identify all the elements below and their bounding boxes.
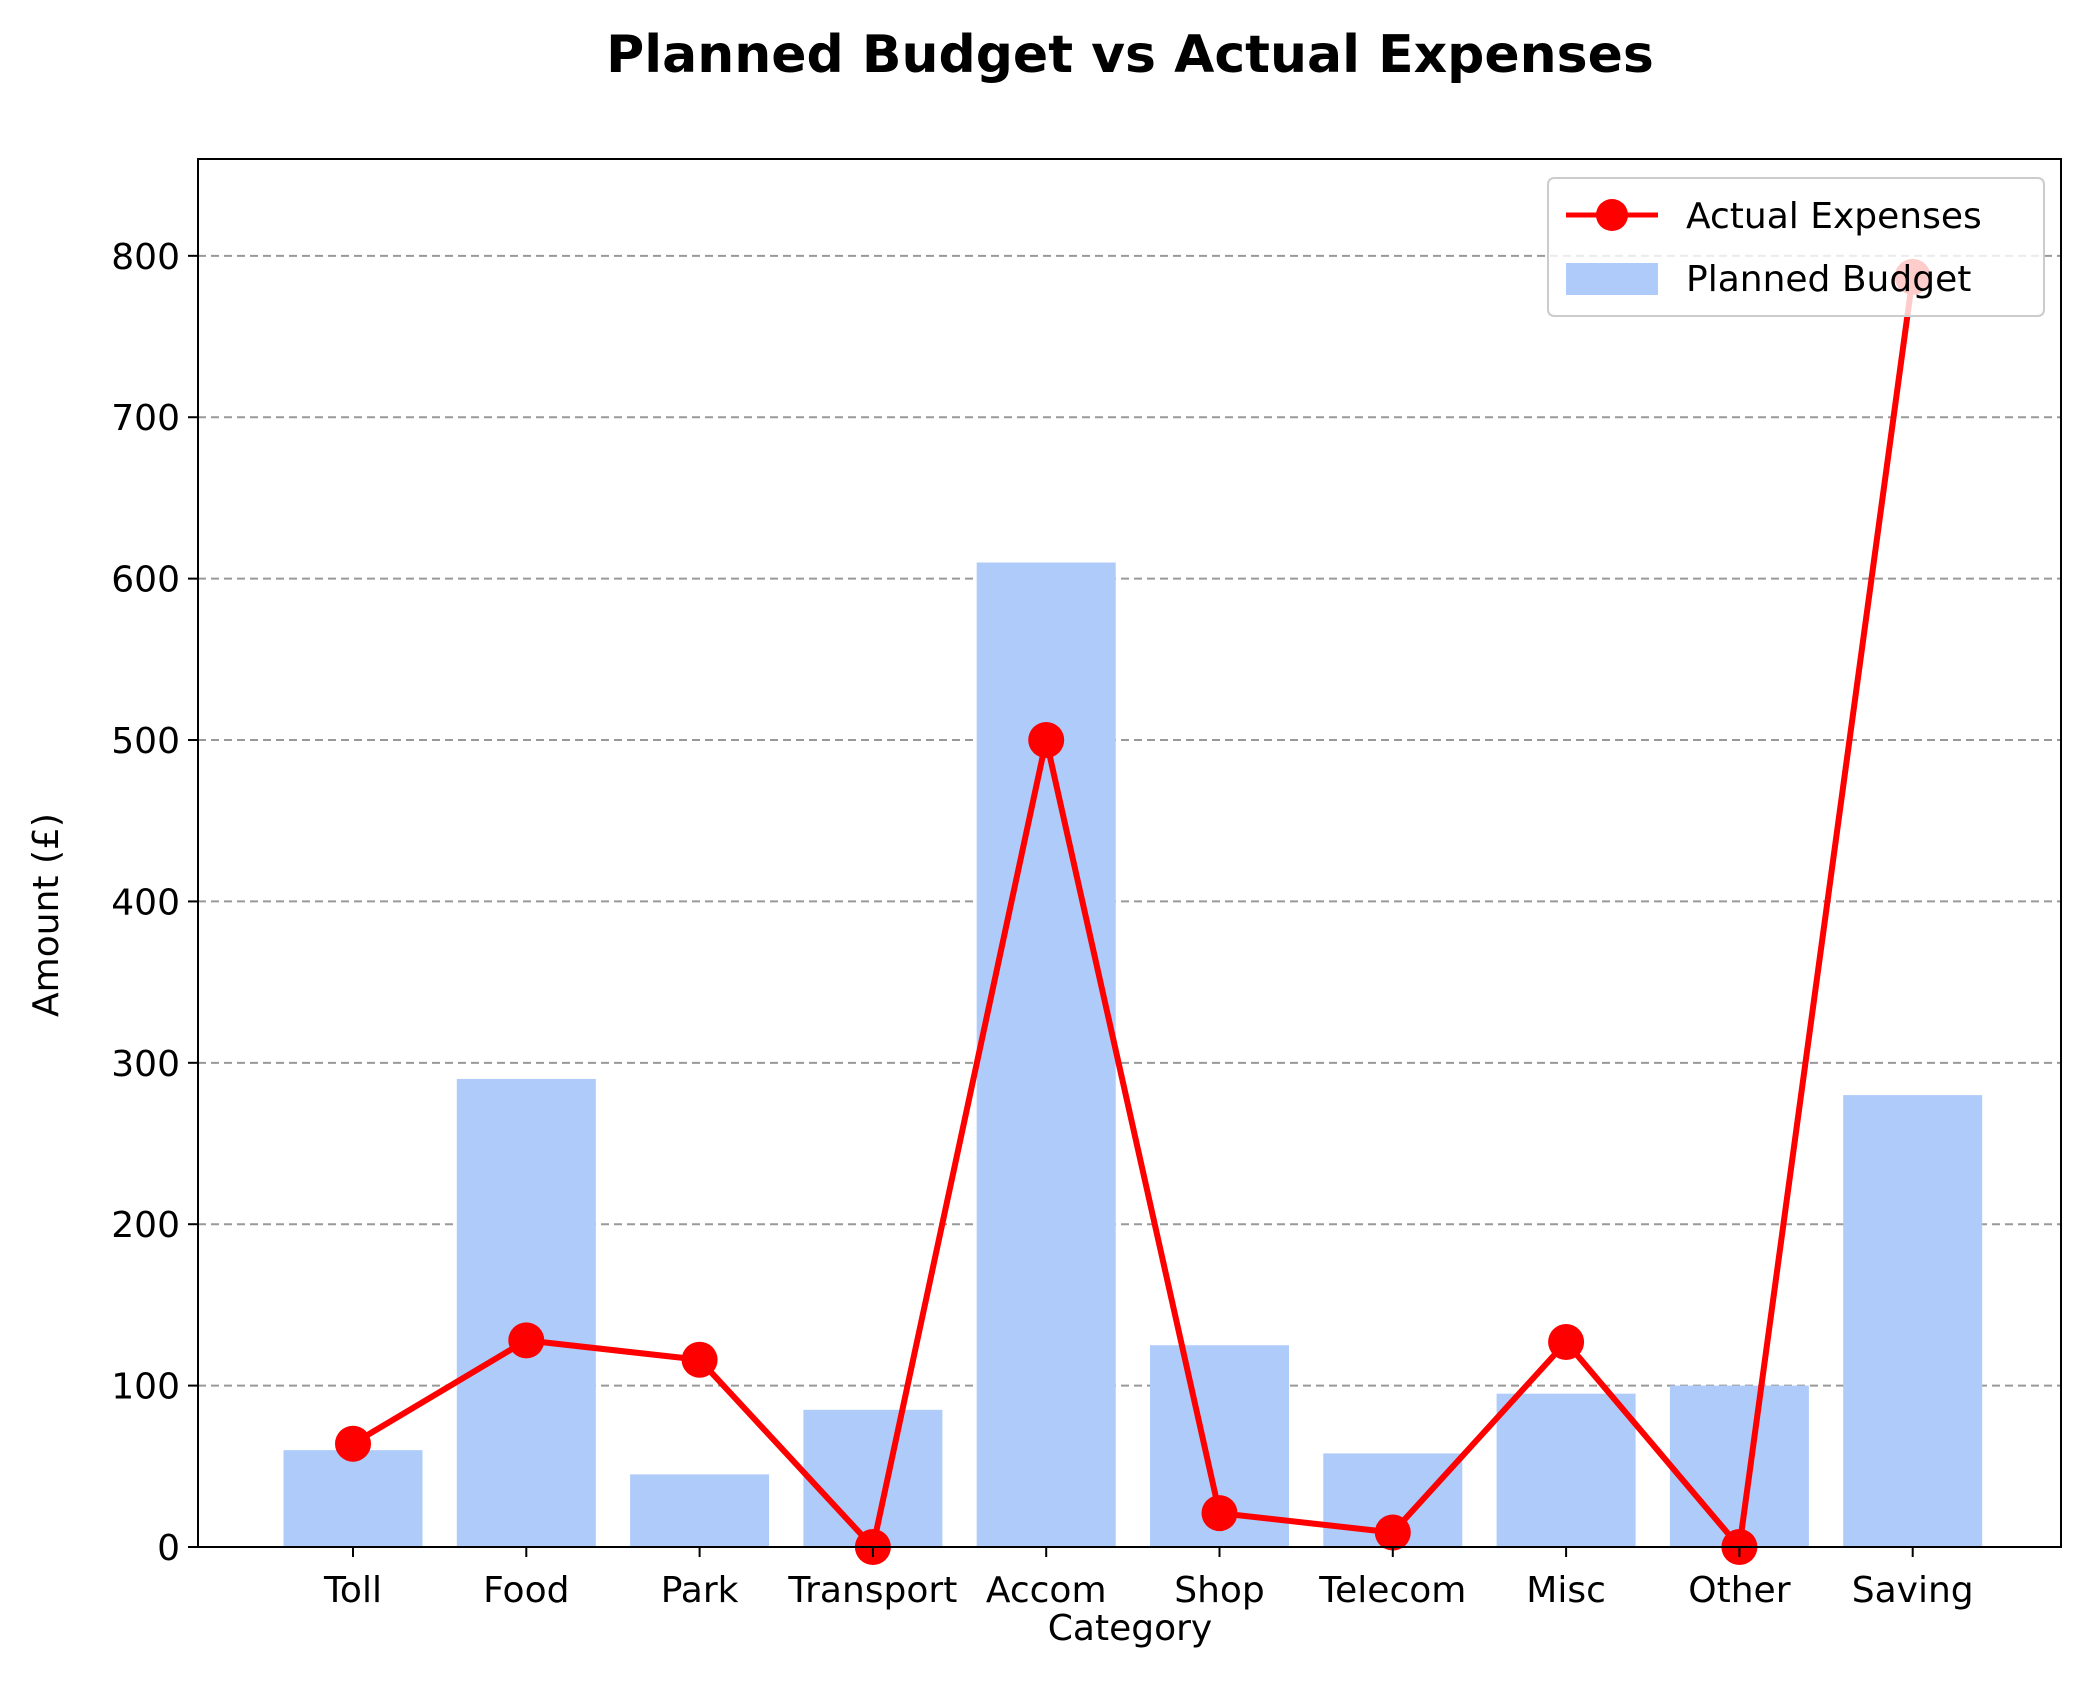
y-axis-label: Amount (£) [26, 813, 67, 1017]
point-actual-food [508, 1322, 545, 1359]
bar-planned-transport [803, 1409, 943, 1547]
x-tick-label: Park [661, 1570, 739, 1611]
legend-box [1547, 177, 2045, 317]
y-tick-label: 0 [157, 1528, 180, 1569]
legend-label-actual: Actual Expenses [1686, 196, 1982, 237]
bar-planned-park [630, 1474, 770, 1547]
y-tick-label: 100 [111, 1367, 180, 1408]
line-series [335, 258, 1931, 1565]
y-tick-label: 500 [111, 721, 180, 762]
x-tick-label: Toll [323, 1570, 382, 1611]
point-actual-toll [335, 1425, 371, 1462]
bar-planned-food [456, 1078, 596, 1547]
x-tick-label: Shop [1174, 1570, 1265, 1611]
bar-planned-toll [283, 1450, 423, 1547]
x-tick-label: Food [483, 1570, 569, 1611]
bar-planned-misc [1496, 1393, 1636, 1547]
point-actual-telecom [1374, 1514, 1411, 1551]
x-tick-label: Other [1688, 1570, 1790, 1611]
x-tick-label: Saving [1852, 1570, 1974, 1611]
point-actual-shop [1201, 1495, 1238, 1532]
y-tick-label: 400 [111, 882, 180, 923]
bar-planned-other [1669, 1385, 1809, 1547]
y-tick-label: 300 [111, 1044, 180, 1085]
point-actual-accom [1028, 722, 1065, 759]
y-axis-ticks: 0 100 200 300 400 500 600 700 800 [111, 237, 198, 1569]
y-tick-label: 700 [111, 398, 180, 439]
x-tick-label: Transport [787, 1570, 957, 1611]
x-axis-ticks: Toll Food Park Transport Accom Shop Telecom Mis… [323, 1547, 1974, 1611]
y-tick-label: 600 [111, 560, 180, 601]
x-tick-label: Accom [986, 1570, 1107, 1611]
legend-bar-swatch [1566, 263, 1658, 295]
bar-series [283, 562, 1983, 1547]
actual-expenses-line [351, 276, 1916, 1550]
bar-planned-accom [976, 562, 1116, 1547]
chart-title: Planned Budget vs Actual Expenses [606, 25, 1654, 85]
point-actual-misc [1548, 1324, 1585, 1361]
y-tick-label: 800 [111, 237, 180, 278]
plot-frame [197, 158, 2062, 1548]
bar-planned-saving [1843, 1095, 1983, 1547]
point-actual-park [681, 1341, 718, 1378]
x-tick-label: Telecom [1318, 1570, 1466, 1611]
x-axis-label: Category [1048, 1608, 1212, 1649]
legend: Actual Expenses Planned Budget [1547, 177, 2045, 317]
legend-marker-swatch [1596, 199, 1628, 231]
legend-label-planned: Planned Budget [1686, 259, 1971, 300]
x-tick-label: Misc [1526, 1570, 1606, 1611]
y-tick-label: 200 [111, 1205, 180, 1246]
